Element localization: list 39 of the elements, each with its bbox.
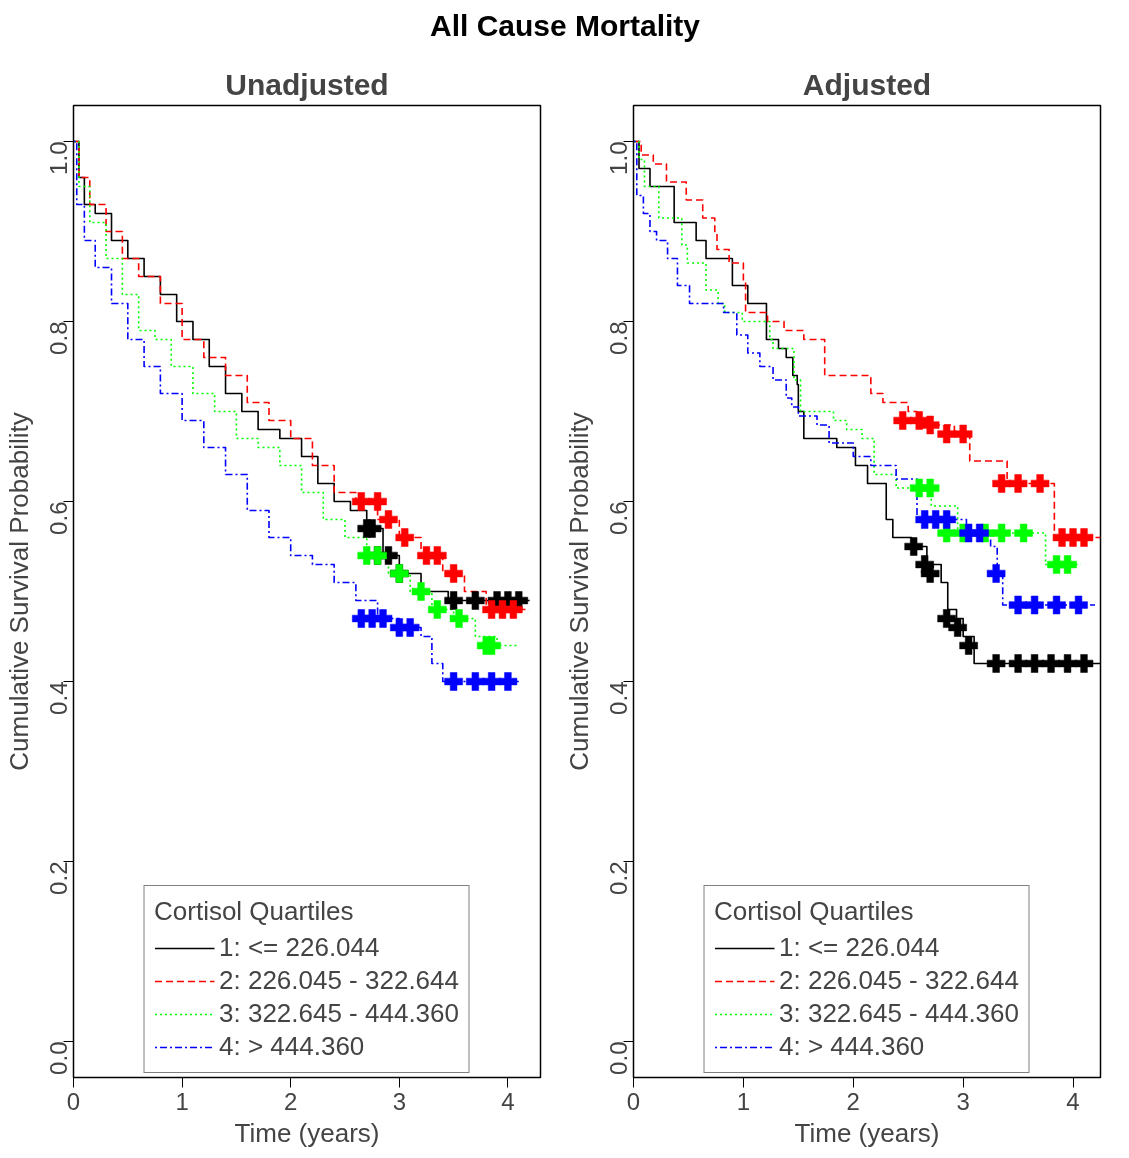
chart-title: Adjusted — [802, 67, 932, 101]
chart-title: Unadjusted — [225, 67, 389, 101]
legend-title: Cortisol Quartiles — [714, 896, 915, 927]
y-tick-label: 1.0 — [45, 141, 72, 175]
x-tick-label: 4 — [1066, 1087, 1080, 1115]
x-tick-label: 0 — [66, 1087, 81, 1115]
y-axis-title: Cumulative Survival Probability — [3, 412, 34, 771]
y-tick-label: 0.6 — [605, 501, 632, 535]
legend-title: Cortisol Quartiles — [154, 896, 355, 927]
x-axis-title: Time (years) — [794, 1117, 940, 1148]
x-tick-label: 1 — [736, 1087, 751, 1115]
text: All Cause Mortality — [428, 8, 702, 44]
y-tick-label: 0.0 — [605, 1041, 632, 1075]
y-tick-label: 0.8 — [45, 321, 72, 355]
x-axis-title: Time (years) — [234, 1117, 380, 1148]
legend-label: 3: 322.645 - 444.360 — [219, 998, 459, 1029]
y-tick-label: 1.0 — [605, 141, 632, 175]
legend-label: 4: > 444.360 — [219, 1031, 365, 1062]
x-tick-label: 2 — [846, 1087, 860, 1115]
legend-label: 1: <= 226.044 — [779, 932, 940, 963]
y-tick-label: 0.8 — [605, 321, 632, 355]
legend-label: 4: > 444.360 — [779, 1031, 925, 1062]
y-tick-label: 0.4 — [45, 681, 72, 715]
y-tick-label: 0.6 — [45, 501, 72, 535]
x-tick-label: 2 — [284, 1087, 298, 1115]
x-tick-label: 0 — [626, 1087, 641, 1115]
y-axis-title: Cumulative Survival Probability — [563, 412, 594, 771]
legend-label: 2: 226.045 - 322.644 — [219, 965, 459, 996]
y-tick-label: 0.4 — [605, 681, 632, 715]
x-tick-label: 4 — [501, 1087, 515, 1115]
y-tick-label: 0.0 — [45, 1041, 72, 1075]
legend-label: 1: <= 226.044 — [219, 932, 380, 963]
x-tick-label: 3 — [956, 1087, 970, 1115]
legend-label: 3: 322.645 - 444.360 — [779, 998, 1019, 1029]
x-tick-label: 1 — [175, 1087, 189, 1115]
legend-label: 2: 226.045 - 322.644 — [779, 965, 1019, 996]
y-tick-label: 0.2 — [45, 861, 72, 895]
y-tick-label: 0.2 — [605, 861, 632, 895]
x-tick-label: 3 — [392, 1087, 406, 1115]
